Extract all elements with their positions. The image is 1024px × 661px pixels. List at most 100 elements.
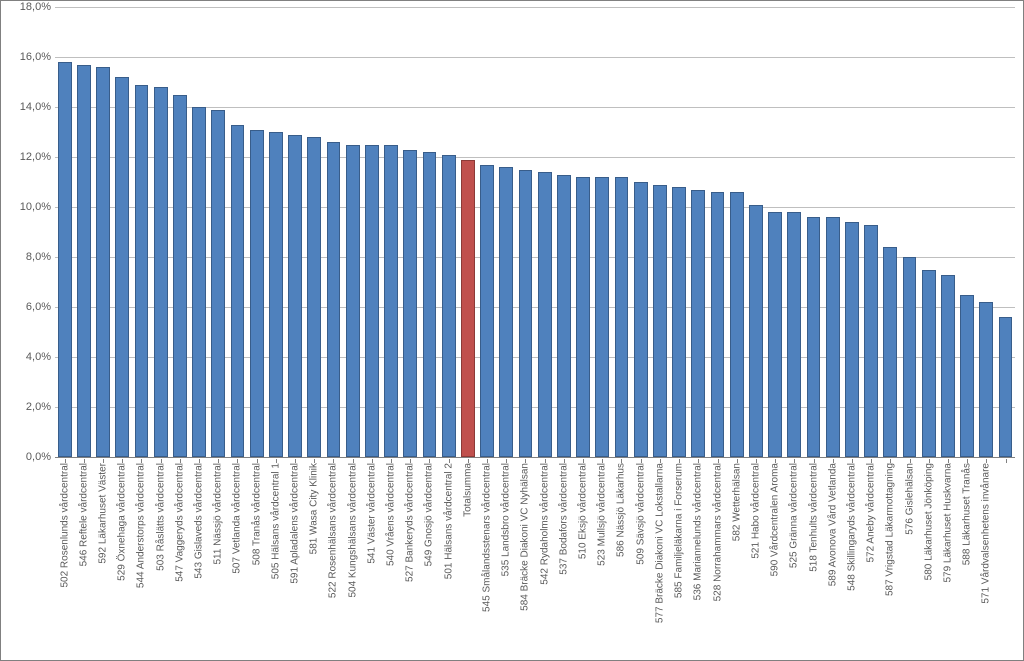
x-label-slot: 576 Gislehälsan (900, 459, 919, 654)
bar-slot (842, 7, 861, 457)
bar-slot (420, 7, 439, 457)
y-tick-label: 12,0% (20, 151, 51, 163)
bar (519, 170, 533, 458)
bar (480, 165, 494, 458)
bar (730, 192, 744, 457)
bar-slot (823, 7, 842, 457)
bar (711, 192, 725, 457)
x-label: 584 Bräcke Diakoni VC Nyhälsan (520, 463, 531, 611)
x-label-slot: 577 Bräcke Diakoni VC Lokstallarna (650, 459, 669, 654)
bar (269, 132, 283, 457)
bar-slot (631, 7, 650, 457)
bar-slot (900, 7, 919, 457)
y-tick-label: 10,0% (20, 201, 51, 213)
x-label-slot: 549 Gnosjö vårdcentral (420, 459, 439, 654)
bar (672, 187, 686, 457)
x-label-slot: 511 Nässjö vårdcentral (209, 459, 228, 654)
x-label: 542 Rydaholms vårdcentral (539, 463, 550, 585)
bar (115, 77, 129, 457)
y-tick-label: 6,0% (26, 301, 51, 313)
x-label: 541 Väster vårdcentral (366, 463, 377, 564)
x-label-slot: 589 Avonova Vård Vetlanda (823, 459, 842, 654)
bar-slot (381, 7, 400, 457)
x-label-slot: 585 Familjeläkarna i Forserum (670, 459, 689, 654)
bar-slot (862, 7, 881, 457)
x-label-slot: 509 Sävsjö vårdcentral (631, 459, 650, 654)
y-tick-label: 8,0% (26, 251, 51, 263)
x-label-slot: 542 Rydaholms vårdcentral (535, 459, 554, 654)
x-label-slot: 581 Wasa City Klinik (305, 459, 324, 654)
y-tick-label: 2,0% (26, 401, 51, 413)
bar (999, 317, 1013, 457)
bar-slot (305, 7, 324, 457)
bar (807, 217, 821, 457)
bar (499, 167, 513, 457)
x-label-slot: 547 Vaggeryds vårdcentral (170, 459, 189, 654)
x-label: 509 Sävsjö vårdcentral (635, 463, 646, 565)
bars-container (55, 7, 1015, 457)
x-label: 504 Kungshälsans vårdcentral (347, 463, 358, 598)
bar (231, 125, 245, 458)
bar-slot (689, 7, 708, 457)
bar (288, 135, 302, 457)
bar-slot (113, 7, 132, 457)
x-label-slot: 586 Nässjö Läkarhus (612, 459, 631, 654)
bar (883, 247, 897, 457)
bar-slot (650, 7, 669, 457)
x-label-slot (996, 459, 1015, 654)
bar (749, 205, 763, 458)
y-tick-label: 0,0% (26, 451, 51, 463)
x-label: 511 Nässjö vårdcentral (213, 463, 224, 565)
x-label: 586 Nässjö Läkarhus (616, 463, 627, 557)
bar-slot (881, 7, 900, 457)
x-label: 543 Gislaveds vårdcentral (194, 463, 205, 579)
x-label: 508 Tranås vårdcentral (251, 463, 262, 565)
x-label: 536 Mariannelunds vårdcentral (693, 463, 704, 600)
x-label: 546 Reftele vårdcentral (78, 463, 89, 566)
bar-slot (477, 7, 496, 457)
x-label: 571 Vårdvalsenhetens invånare (981, 463, 992, 604)
bar-slot (228, 7, 247, 457)
x-label-slot: 503 Råslätts vårdcentral (151, 459, 170, 654)
bar (557, 175, 571, 458)
bar-slot (189, 7, 208, 457)
x-label-slot: 522 Rosenhälsans vårdcentral (324, 459, 343, 654)
plot-area (55, 7, 1015, 458)
bar (192, 107, 206, 457)
bar-slot (996, 7, 1015, 457)
bar-slot (497, 7, 516, 457)
bar-slot (919, 7, 938, 457)
x-label-slot: 535 Landsbro vårdcentral (497, 459, 516, 654)
bar (903, 257, 917, 457)
x-label: 591 Apladalens vårdcentral (290, 463, 301, 584)
x-label-slot: 540 Vråens vårdcentral (381, 459, 400, 654)
bar-slot (938, 7, 957, 457)
bar-slot (573, 7, 592, 457)
bar-slot (670, 7, 689, 457)
x-label-slot: 545 Smålandsstenars vårdcentral (477, 459, 496, 654)
bar-slot (74, 7, 93, 457)
x-label: Totalsumma (462, 463, 473, 517)
bar-slot (151, 7, 170, 457)
bar-slot (958, 7, 977, 457)
x-label: 537 Bodafors vårdcentral (558, 463, 569, 575)
bar (365, 145, 379, 458)
x-label: 579 Läkarhuset Huskvarna (942, 463, 953, 583)
x-label-slot: 505 Hälsans vårdcentral 1 (266, 459, 285, 654)
x-label: 572 Aneby vårdcentral (866, 463, 877, 563)
bar (922, 270, 936, 458)
bar-slot (93, 7, 112, 457)
bar-slot (708, 7, 727, 457)
bar (653, 185, 667, 458)
x-label-slot: 544 Anderstorps vårdcentral (132, 459, 151, 654)
bar (327, 142, 341, 457)
bar (154, 87, 168, 457)
x-label: 535 Landsbro vårdcentral (501, 463, 512, 576)
x-label-slot: 584 Bräcke Diakoni VC Nyhälsan (516, 459, 535, 654)
bar-slot (285, 7, 304, 457)
bar (77, 65, 91, 458)
x-label-slot: 548 Skillingaryds vårdcentral (842, 459, 861, 654)
bar-slot (535, 7, 554, 457)
x-label: 502 Rosenlunds vårdcentral (59, 463, 70, 588)
y-tick-label: 14,0% (20, 101, 51, 113)
